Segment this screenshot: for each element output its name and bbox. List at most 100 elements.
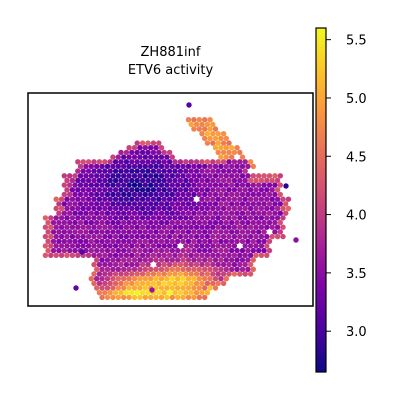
spot <box>58 215 65 221</box>
spot <box>231 252 238 258</box>
spot <box>102 290 108 296</box>
spot <box>80 168 86 174</box>
spot <box>115 294 122 301</box>
spot <box>166 205 173 212</box>
spot <box>112 187 119 193</box>
spot <box>256 182 262 188</box>
spot <box>102 243 108 249</box>
spot <box>210 168 216 174</box>
spot <box>75 159 81 165</box>
spot <box>145 271 151 277</box>
spot <box>121 154 127 160</box>
spot <box>274 187 281 193</box>
spot <box>185 182 192 188</box>
spot <box>220 149 227 156</box>
spot <box>199 168 205 174</box>
spot <box>250 201 256 207</box>
spot <box>156 196 162 202</box>
colorbar-tick-label: 5.5 <box>346 34 367 49</box>
spot <box>210 205 216 212</box>
spot <box>99 229 105 235</box>
spot <box>115 285 122 291</box>
spot <box>69 205 76 212</box>
spot <box>150 177 157 184</box>
spot <box>85 243 92 249</box>
spot <box>53 224 59 230</box>
spot <box>191 182 197 188</box>
spot <box>245 201 251 207</box>
spot <box>229 182 235 188</box>
spot <box>99 163 105 170</box>
spot <box>153 163 159 170</box>
spot <box>107 168 113 174</box>
spot <box>102 271 108 277</box>
spot <box>67 182 73 188</box>
spot <box>123 205 130 212</box>
spot <box>210 252 216 258</box>
spot <box>242 159 248 165</box>
spot <box>139 243 146 249</box>
spot <box>212 173 219 179</box>
spot <box>226 149 232 156</box>
spot <box>142 276 148 282</box>
spot <box>58 233 65 240</box>
spot <box>153 191 159 198</box>
spot <box>148 163 154 170</box>
spot <box>137 191 143 198</box>
spot <box>156 177 162 184</box>
chart-title-line-2: ETV6 activity <box>127 63 214 78</box>
spot <box>121 285 127 291</box>
spot <box>153 257 159 263</box>
spot <box>247 196 254 202</box>
spot <box>104 276 111 282</box>
spot <box>172 196 178 202</box>
spot <box>223 257 229 263</box>
spot <box>153 238 159 244</box>
spot <box>191 285 197 291</box>
spot <box>164 191 170 198</box>
spot <box>253 187 259 193</box>
colorbar-tick-label: 3.5 <box>346 267 367 282</box>
spot <box>148 229 154 235</box>
spot <box>161 261 167 268</box>
spot <box>99 173 105 179</box>
spot <box>164 285 170 291</box>
spot <box>102 159 108 165</box>
spot <box>256 201 262 207</box>
spot <box>204 187 211 193</box>
spot <box>183 196 189 202</box>
spot <box>183 243 189 249</box>
spot <box>239 173 246 179</box>
spot <box>42 233 49 240</box>
spot <box>156 215 162 221</box>
spot <box>223 154 229 160</box>
spot <box>180 257 186 263</box>
spot <box>191 247 197 254</box>
spot <box>118 224 124 230</box>
spot <box>202 219 208 226</box>
spot <box>94 219 100 226</box>
spot <box>161 243 167 249</box>
spot <box>212 229 219 235</box>
spot <box>94 173 100 179</box>
spot <box>258 224 265 230</box>
spot <box>121 219 127 226</box>
spot <box>212 145 219 151</box>
spot <box>134 140 140 146</box>
spot <box>210 280 216 287</box>
spot <box>150 233 157 240</box>
spot <box>196 201 202 207</box>
spot <box>131 163 138 170</box>
spot <box>256 229 262 235</box>
spot <box>110 229 116 235</box>
spot <box>137 238 143 244</box>
spot <box>45 219 51 226</box>
spot <box>231 243 238 249</box>
spot <box>134 290 140 296</box>
colorbar-tick-label: 4.0 <box>346 209 367 224</box>
spot <box>169 266 175 272</box>
spot <box>212 126 219 132</box>
spot <box>218 135 224 142</box>
spot <box>161 168 167 174</box>
spot <box>96 224 103 230</box>
